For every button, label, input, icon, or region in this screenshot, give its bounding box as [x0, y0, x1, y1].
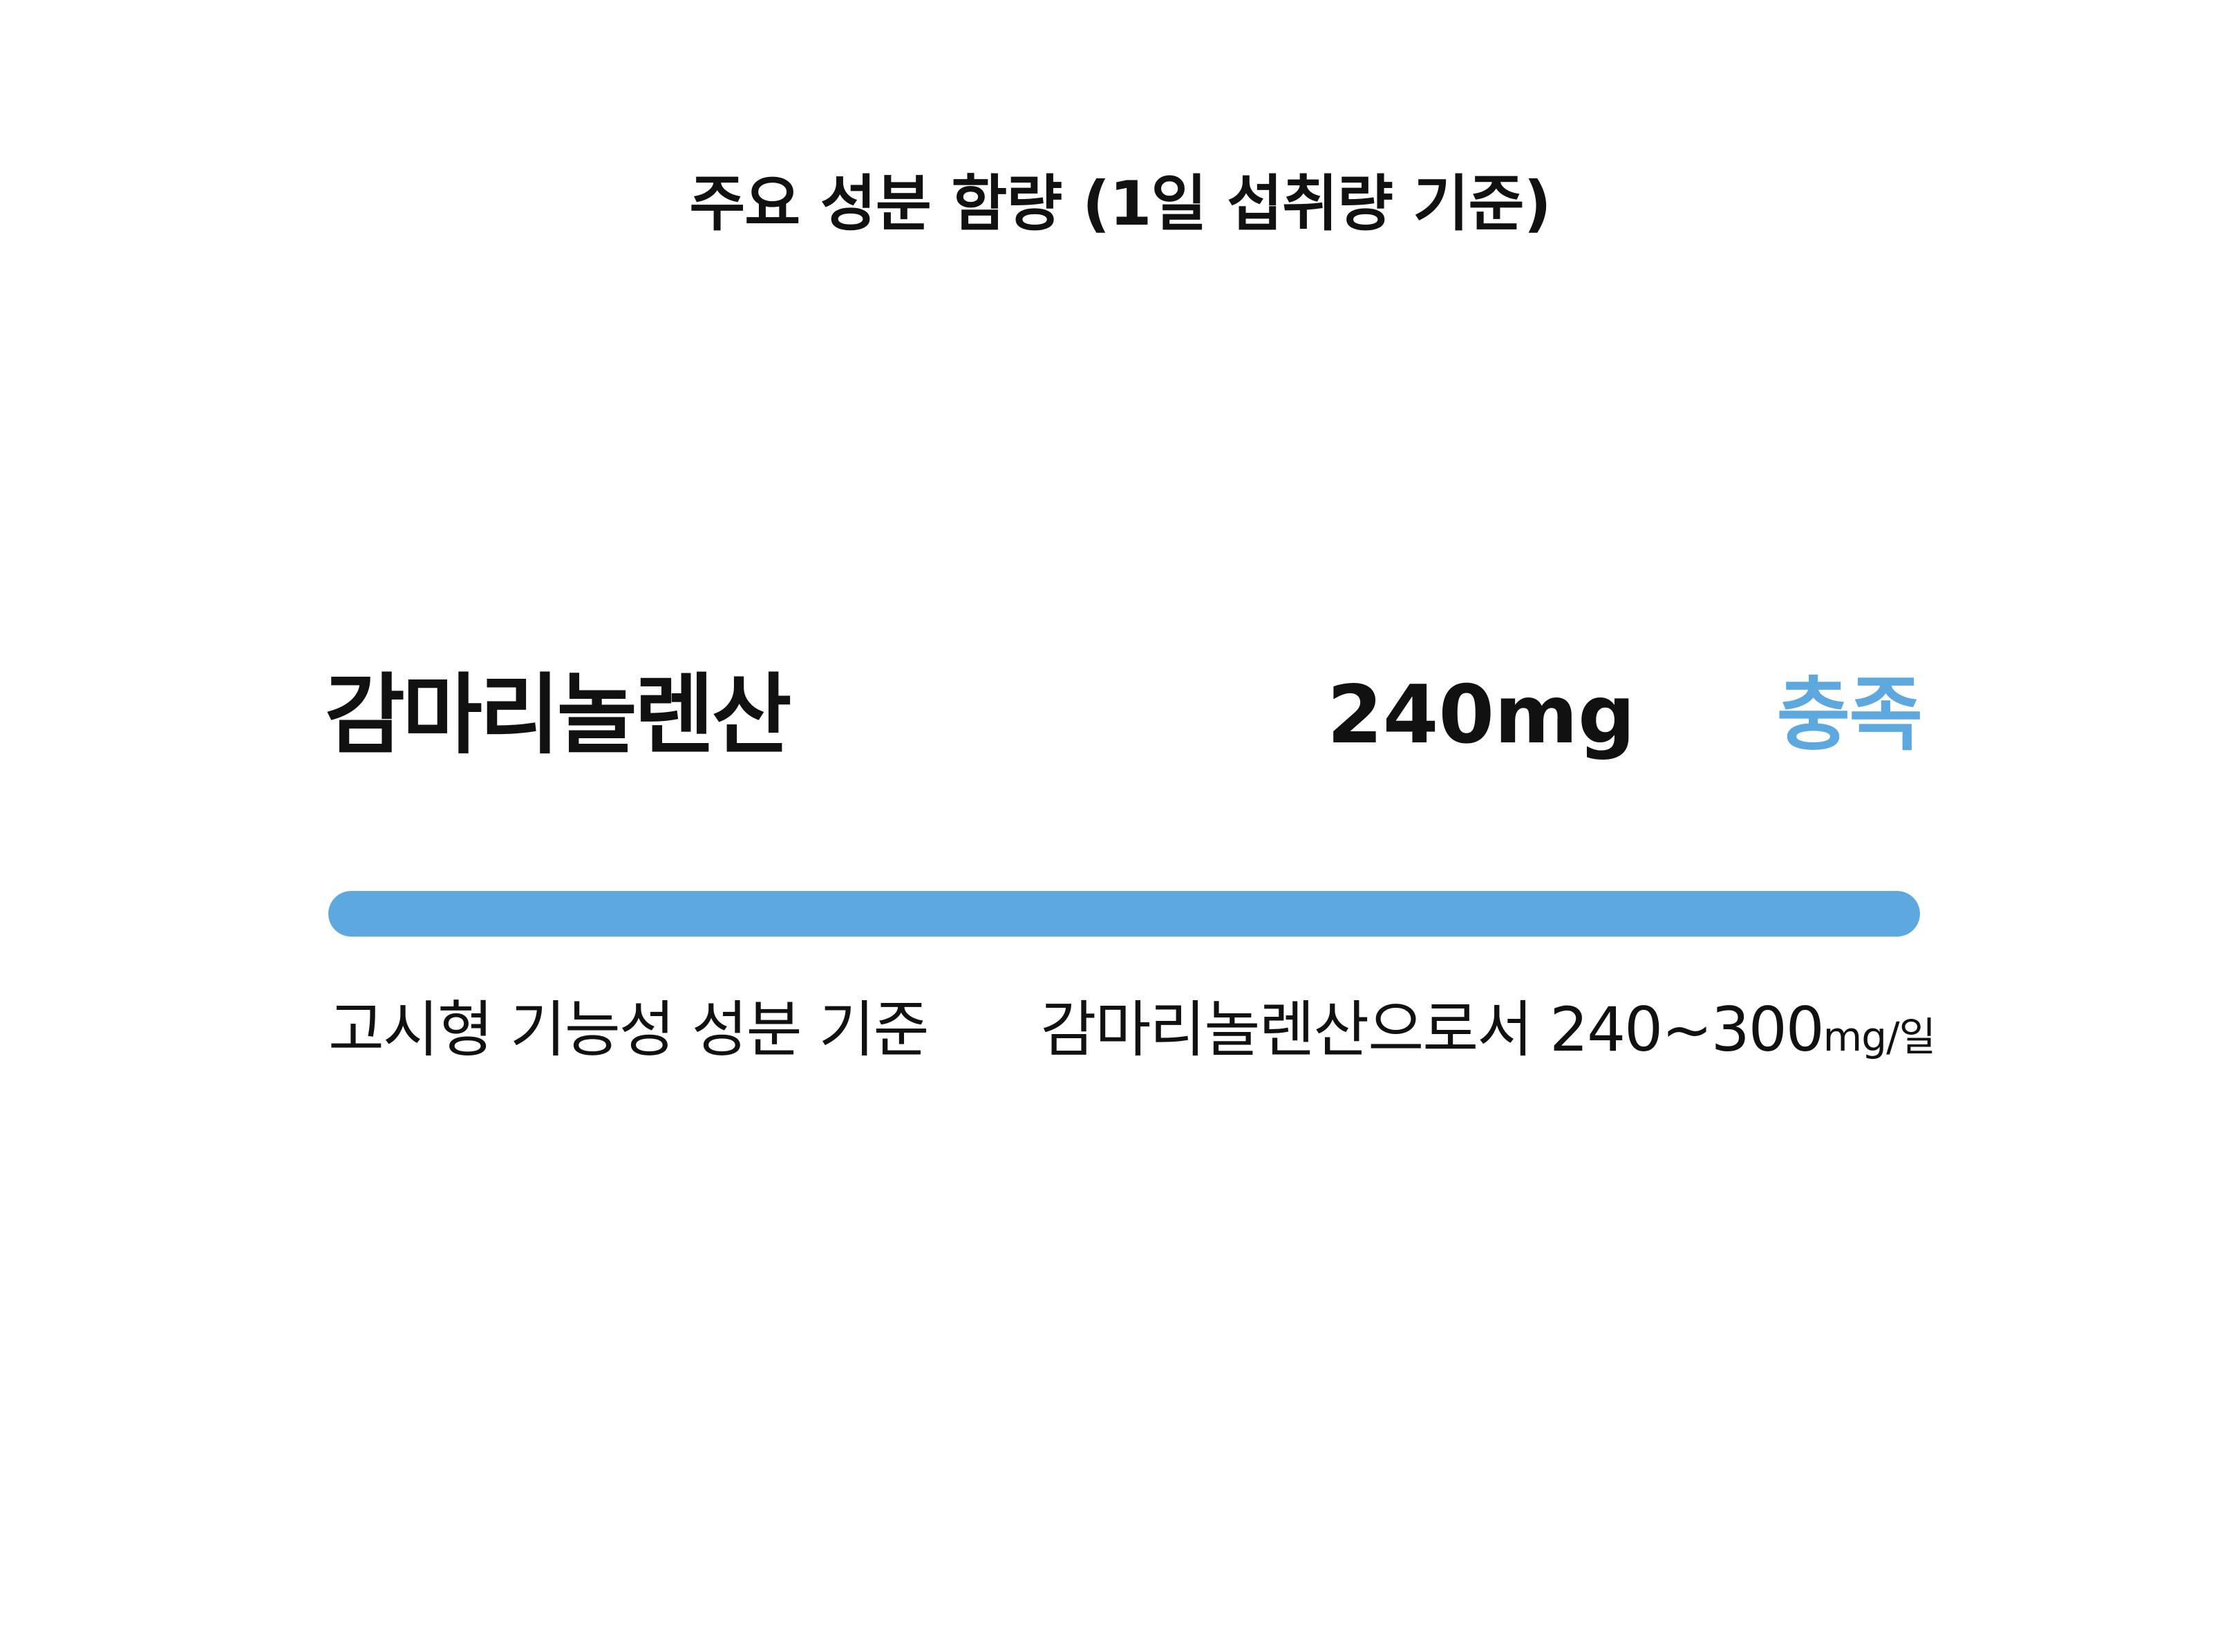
status-badge: 충족: [1776, 668, 1923, 762]
criteria-label: 고시형 기능성 성분 기준: [328, 994, 930, 1065]
criteria-unit: mg/일: [1823, 1013, 1936, 1060]
criteria-range: 감마리놀렌산으로서 240~300: [1040, 994, 1825, 1065]
ingredient-name: 감마리놀렌산: [325, 664, 792, 766]
page-title: 주요 성분 함량 (1일 섭취량 기준): [689, 168, 1551, 239]
ingredient-row: 감마리놀렌산 240mg 충족: [325, 664, 1923, 767]
ingredient-amount: 240mg: [1327, 668, 1636, 762]
progress-bar: [328, 891, 1920, 937]
criteria-value: 감마리놀렌산으로서 240~300mg/일: [1040, 988, 1937, 1078]
progress-bar-fill: [328, 891, 1920, 937]
